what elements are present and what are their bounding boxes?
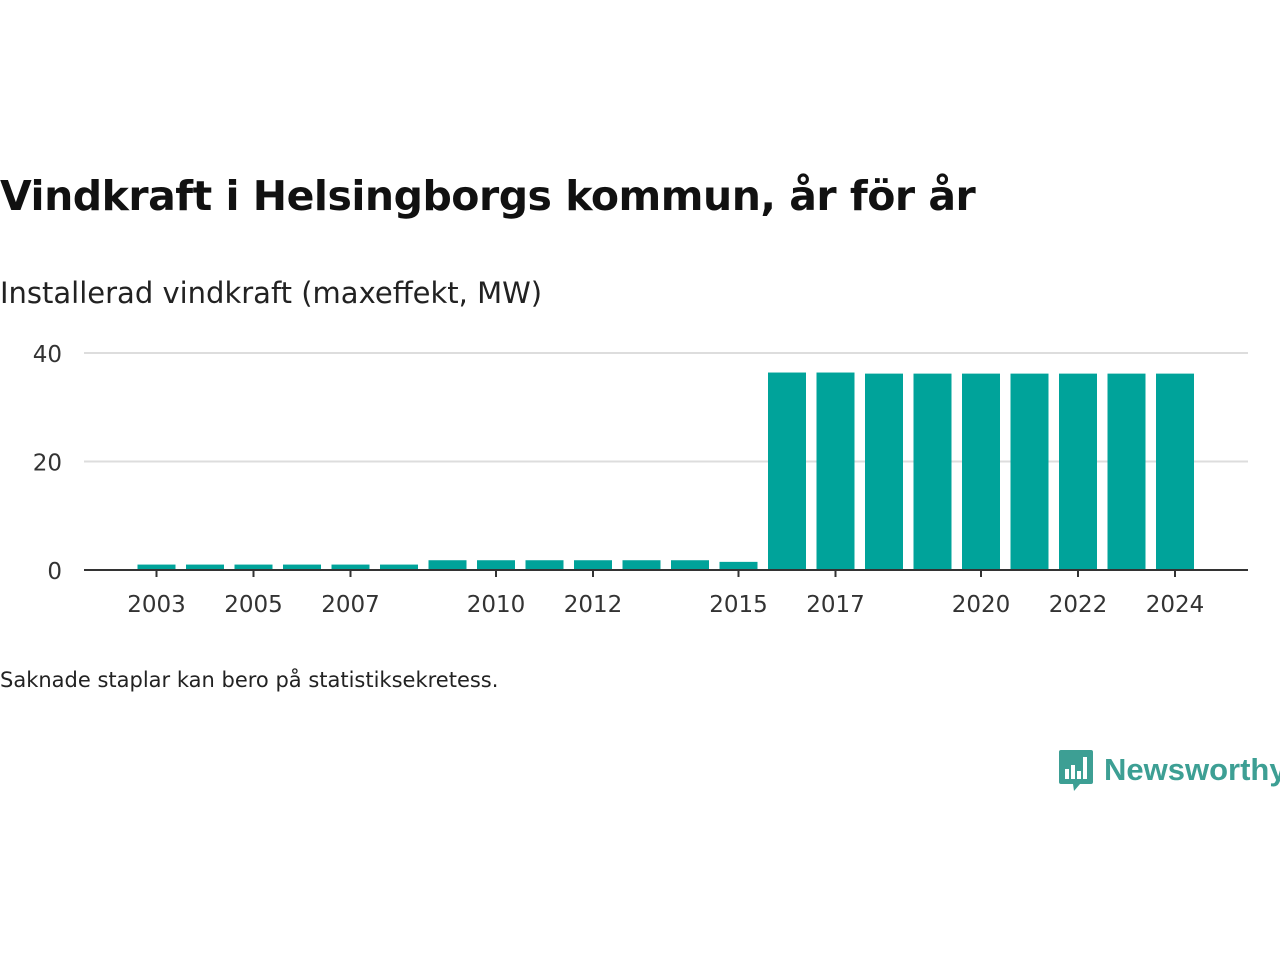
brand-name: Newsworthy — [1104, 752, 1280, 787]
footnote: Saknade staplar kan bero på statistiksek… — [0, 668, 499, 692]
newsworthy-logo: Newsworthy — [1058, 748, 1280, 792]
bar — [622, 560, 661, 570]
bar — [1156, 373, 1194, 570]
x-tick-label: 2015 — [709, 592, 768, 618]
bar — [234, 564, 273, 570]
x-tick-label: 2010 — [467, 592, 526, 618]
x-tick-label: 2020 — [952, 592, 1011, 618]
chart-title: Vindkraft i Helsingborgs kommun, år för … — [0, 172, 976, 220]
bar — [962, 373, 1000, 570]
axes: 0 20 40 2003 2005 2007 2010 2012 2015 2017 2020 202… — [33, 342, 1248, 618]
x-tick-label: 2024 — [1146, 592, 1205, 618]
x-tick-label: 2003 — [127, 592, 186, 618]
bar — [913, 373, 952, 570]
bar — [331, 564, 370, 570]
bars — [137, 372, 1194, 570]
bar — [428, 560, 467, 570]
y-tick-label: 0 — [47, 559, 62, 585]
y-tick-label: 20 — [33, 451, 62, 477]
bar — [1107, 373, 1146, 570]
bar-chart-speech-bubble-icon — [1059, 750, 1093, 791]
x-tick-label: 2007 — [321, 592, 380, 618]
bar — [719, 561, 758, 570]
bar-chart: 0 20 40 2003 2005 2007 2010 2012 2015 2017 2020 202… — [33, 342, 1248, 618]
y-tick-label: 40 — [33, 342, 62, 368]
bar — [283, 564, 321, 570]
bar — [816, 372, 855, 570]
bar — [574, 560, 612, 570]
bar — [380, 564, 418, 570]
bar — [477, 560, 515, 570]
x-tick-label: 2012 — [564, 592, 623, 618]
bar — [865, 373, 903, 570]
bar — [1010, 373, 1049, 570]
x-tick-label: 2017 — [806, 592, 865, 618]
x-tick-label: 2005 — [224, 592, 283, 618]
bar — [671, 560, 709, 570]
gridlines — [84, 352, 1248, 463]
bar — [1059, 373, 1097, 570]
bar — [137, 564, 176, 570]
chart-subtitle: Installerad vindkraft (maxeffekt, MW) — [0, 276, 543, 310]
x-tick-label: 2022 — [1049, 592, 1108, 618]
bar — [768, 372, 806, 570]
bar — [186, 564, 224, 570]
bar — [525, 560, 564, 570]
